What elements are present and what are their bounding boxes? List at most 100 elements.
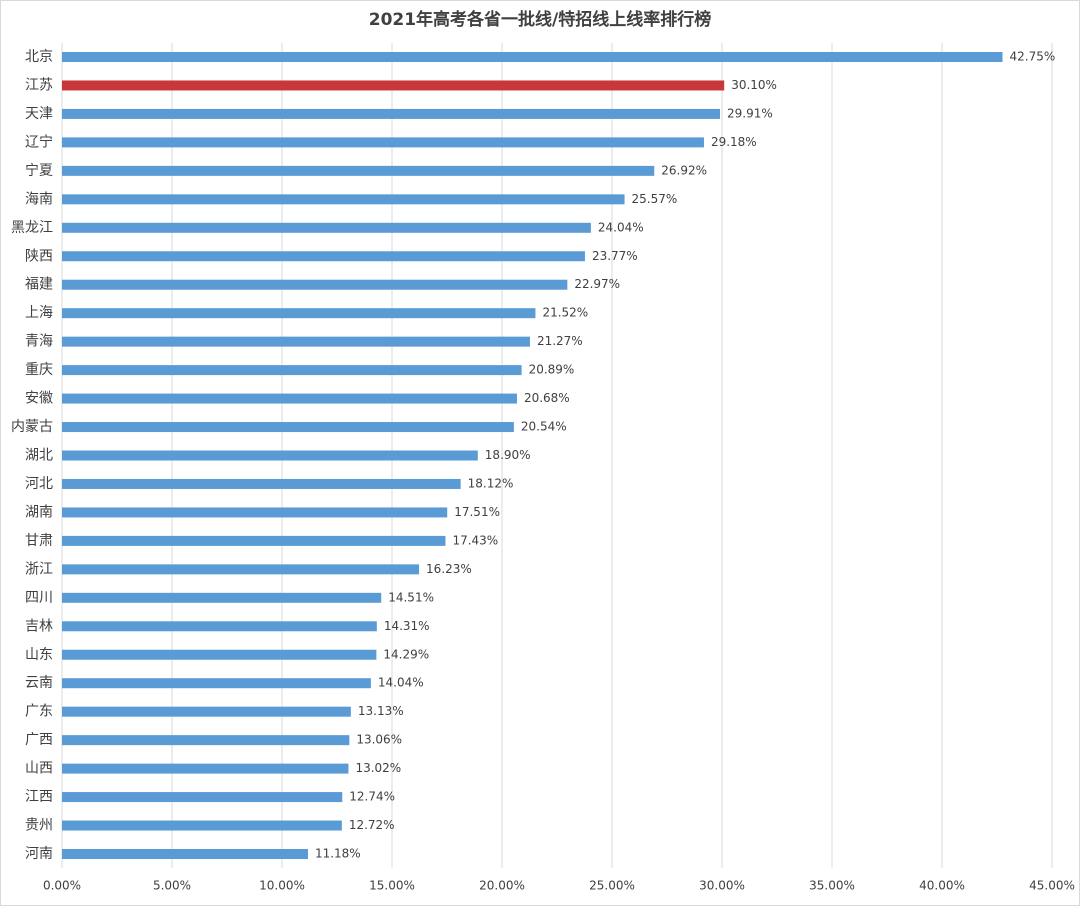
y-tick-label: 广东	[25, 704, 53, 720]
bar	[62, 792, 343, 803]
data-label: 17.51%	[454, 505, 500, 519]
y-tick-label: 河北	[25, 476, 53, 492]
data-label: 13.02%	[355, 761, 401, 775]
data-label: 17.43%	[452, 533, 498, 547]
y-tick-label: 四川	[25, 590, 53, 606]
y-tick-label: 山东	[25, 647, 53, 663]
bar	[62, 649, 377, 660]
data-label: 42.75%	[1010, 50, 1056, 64]
y-tick-label: 甘肃	[25, 533, 53, 549]
bar	[62, 52, 1003, 62]
y-tick-label: 山西	[25, 761, 53, 777]
data-label: 29.91%	[727, 106, 773, 120]
bar	[62, 735, 350, 746]
data-label: 23.77%	[592, 249, 638, 263]
y-tick-label: 河南	[25, 846, 53, 862]
data-label: 14.51%	[388, 590, 434, 604]
y-tick-label: 辽宁	[25, 133, 53, 150]
y-tick-label: 吉林	[25, 618, 53, 634]
bar	[62, 450, 478, 461]
y-tick-label: 内蒙古	[11, 419, 53, 435]
bar	[62, 80, 725, 91]
x-tick-label: 20.00%	[479, 879, 525, 893]
bar	[62, 592, 382, 603]
y-tick-label: 湖北	[25, 448, 53, 464]
data-label: 14.04%	[378, 676, 424, 690]
x-tick-label: 10.00%	[259, 879, 305, 893]
bar	[62, 621, 377, 632]
data-label: 13.13%	[358, 704, 404, 718]
y-tick-label: 江西	[25, 789, 53, 805]
bar	[62, 763, 349, 774]
data-label: 14.29%	[383, 647, 429, 661]
y-tick-label: 广西	[25, 732, 53, 748]
bar	[62, 308, 536, 319]
bar	[62, 251, 585, 262]
x-tick-label: 5.00%	[153, 879, 191, 893]
bar	[62, 678, 371, 689]
bar	[62, 336, 530, 347]
data-label: 12.74%	[349, 790, 395, 804]
data-label: 21.52%	[542, 306, 588, 320]
bar	[62, 194, 625, 205]
data-label: 20.54%	[521, 420, 567, 434]
y-tick-label: 贵州	[25, 818, 53, 834]
x-tick-label: 25.00%	[589, 879, 635, 893]
chart-title: 2021年高考各省一批线/特招线上线率排行榜	[369, 9, 712, 30]
data-label: 30.10%	[731, 78, 777, 92]
x-tick-label: 45.00%	[1029, 879, 1075, 893]
data-label: 11.18%	[315, 847, 361, 861]
bar	[62, 478, 461, 489]
x-tick-label: 15.00%	[369, 879, 415, 893]
bar	[62, 507, 448, 518]
bar	[62, 422, 514, 433]
y-tick-label: 浙江	[25, 561, 53, 577]
y-tick-label: 江苏	[25, 77, 53, 93]
x-tick-label: 35.00%	[809, 879, 855, 893]
y-tick-label: 湖南	[25, 504, 53, 520]
data-label: 14.31%	[384, 619, 430, 633]
bar	[62, 165, 655, 176]
x-tick-label: 40.00%	[919, 879, 965, 893]
bar	[62, 279, 568, 290]
bar	[62, 393, 517, 404]
data-label: 20.89%	[529, 363, 575, 377]
y-tick-label: 青海	[25, 334, 53, 350]
bar	[62, 564, 420, 575]
data-label: 20.68%	[524, 391, 570, 405]
y-tick-label: 福建	[25, 277, 53, 293]
bar	[62, 222, 591, 233]
y-tick-label: 上海	[25, 305, 53, 321]
data-label: 24.04%	[598, 220, 644, 234]
data-label: 13.06%	[356, 733, 402, 747]
y-tick-label: 云南	[25, 675, 53, 691]
bar	[62, 706, 351, 717]
y-tick-label: 重庆	[25, 362, 53, 378]
bar	[62, 108, 721, 119]
y-tick-label: 北京	[25, 49, 53, 65]
bar	[62, 535, 446, 546]
bar	[62, 820, 342, 831]
x-tick-label: 0.00%	[43, 879, 81, 893]
x-tick-label: 30.00%	[699, 879, 745, 893]
data-label: 12.72%	[349, 818, 395, 832]
bar	[62, 849, 308, 859]
data-label: 16.23%	[426, 562, 472, 576]
y-tick-label: 天津	[25, 106, 53, 122]
data-label: 18.90%	[485, 448, 531, 462]
y-tick-label: 黑龙江	[11, 220, 53, 236]
y-tick-label: 宁夏	[25, 162, 53, 179]
data-label: 25.57%	[632, 192, 678, 206]
bar	[62, 137, 704, 148]
bar	[62, 365, 522, 376]
data-label: 18.12%	[468, 476, 514, 490]
data-label: 22.97%	[574, 277, 620, 291]
y-tick-label: 海南	[25, 191, 53, 207]
y-tick-label: 陕西	[25, 248, 53, 264]
y-tick-label: 安徽	[25, 391, 53, 407]
data-label: 29.18%	[711, 135, 757, 149]
data-label: 26.92%	[661, 163, 707, 177]
data-label: 21.27%	[537, 334, 583, 348]
